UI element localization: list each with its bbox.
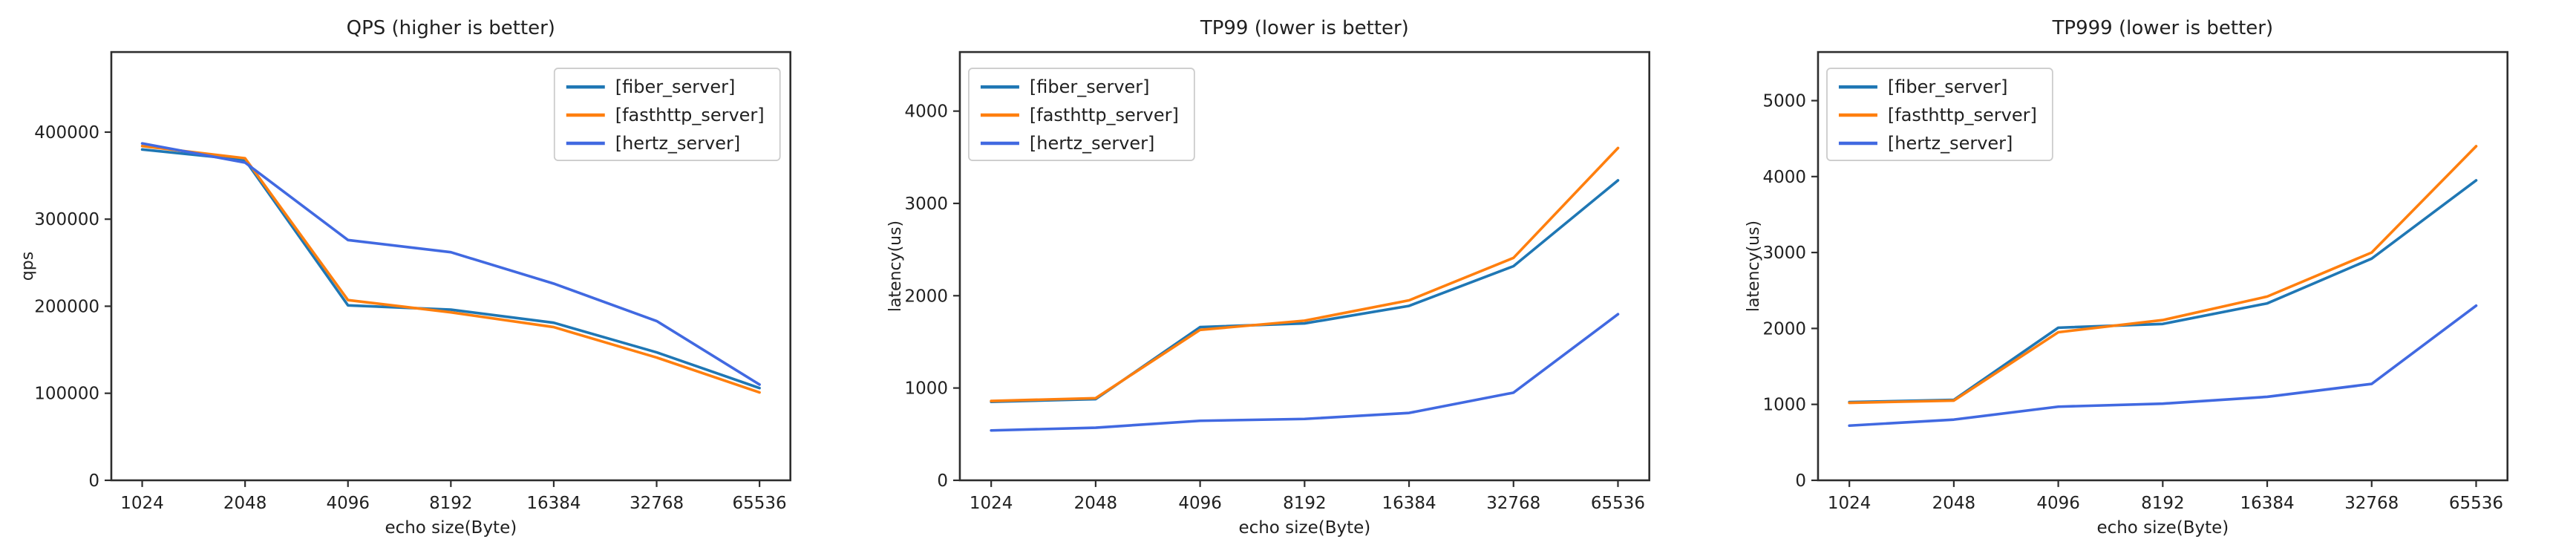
legend-label: [hertz_server] [615, 133, 740, 154]
x-tick-label: 32768 [630, 494, 684, 513]
chart-canvas-qps: QPS (higher is better) 0 100000 200000 30000… [19, 17, 791, 538]
x-axis-label: echo size(Byte) [385, 518, 517, 538]
x-tick-label: 16384 [2240, 494, 2295, 513]
legend-label: [fasthttp_server] [1888, 105, 2037, 125]
y-tick-label: 2000 [1763, 319, 1807, 339]
y-axis-label: latency(us) [886, 221, 905, 312]
y-tick-label: 0 [937, 471, 948, 491]
x-tick-label: 4096 [2037, 494, 2081, 513]
series-line-fasthttp_server [990, 146, 1619, 402]
plot-border [1817, 50, 2509, 482]
y-tick-label: 200000 [34, 297, 99, 316]
legend-label: [fasthttp_server] [615, 105, 765, 125]
y-axis: 0 1000 2000 3000 4000 5000 [1763, 92, 1819, 491]
y-tick-label: 3000 [1763, 244, 1807, 263]
y-axis-label: qps [19, 252, 37, 281]
x-tick-label: 1024 [1828, 494, 1871, 513]
series-line-hertz_server [990, 313, 1619, 432]
y-tick-label: 1000 [904, 379, 948, 399]
legend: [fiber_server] [fasthttp_server] [hertz_se… [967, 68, 1195, 161]
x-tick-label: 65536 [733, 494, 787, 513]
series-line-fasthttp_server [1848, 145, 2478, 405]
x-axis-label: echo size(Byte) [1238, 518, 1370, 538]
legend-label: [fiber_server] [1888, 76, 2008, 97]
legend-label: [hertz_server] [1888, 133, 2013, 154]
chart-canvas-tp999: TP999 (lower is better) 0 1000 2000 3000 4000… [1745, 17, 2509, 538]
legend: [fiber_server] [fasthttp_server] [hertz_se… [553, 68, 781, 161]
y-axis-label: latency(us) [1745, 221, 1763, 312]
y-tick-label: 300000 [34, 210, 99, 229]
y-tick-label: 5000 [1763, 92, 1807, 111]
series-line-hertz_server [1848, 304, 2478, 428]
chart-canvas-tp99: TP99 (lower is better) 0 1000 2000 3000 4000 1… [886, 17, 1650, 538]
x-tick-label: 65536 [2449, 494, 2503, 513]
chart-title: TP999 (lower is better) [2052, 17, 2274, 39]
x-axis-label: echo size(Byte) [2097, 518, 2229, 538]
x-axis: 1024 2048 4096 8192 16384 32768 65536 [970, 480, 1645, 513]
legend-label: [fasthttp_server] [1030, 105, 1179, 125]
x-tick-label: 32768 [2345, 494, 2399, 513]
series-line-hertz_server [140, 142, 761, 386]
x-tick-label: 8192 [429, 494, 473, 513]
legend-frame [1826, 68, 2054, 161]
y-tick-label: 1000 [1763, 396, 1807, 415]
legend-frame [553, 68, 781, 161]
x-axis: 1024 2048 4096 8192 16384 32768 65536 [1828, 480, 2503, 513]
series-line-fiber_server [1848, 179, 2478, 404]
x-tick-label: 1024 [120, 494, 164, 513]
x-tick-label: 2048 [1073, 494, 1117, 513]
series-line-fiber_server [140, 148, 761, 390]
plot-border [958, 50, 1650, 482]
x-tick-label: 8192 [2141, 494, 2185, 513]
chart-qps: QPS (higher is better) 0 100000 200000 30000… [0, 0, 859, 542]
series-line-fasthttp_server [140, 144, 761, 394]
y-tick-label: 4000 [1763, 168, 1807, 187]
chart-title: TP99 (lower is better) [1200, 17, 1409, 39]
y-tick-label: 0 [1796, 471, 1807, 491]
y-tick-label: 100000 [34, 385, 99, 404]
legend: [fiber_server] [fasthttp_server] [hertz_se… [1826, 68, 2054, 161]
x-tick-label: 8192 [1283, 494, 1327, 513]
y-axis: 0 1000 2000 3000 4000 [904, 102, 960, 491]
chart-tp99: TP99 (lower is better) 0 1000 2000 3000 4000 1… [859, 0, 1718, 542]
x-tick-label: 4096 [326, 494, 370, 513]
x-tick-label: 65536 [1591, 494, 1645, 513]
y-tick-label: 3000 [904, 195, 948, 214]
y-tick-label: 2000 [904, 287, 948, 306]
chart-title: QPS (higher is better) [347, 17, 555, 39]
y-axis: 0 100000 200000 300000 400000 [34, 123, 111, 491]
x-axis: 1024 2048 4096 8192 16384 32768 65536 [120, 480, 787, 513]
x-tick-label: 16384 [1382, 494, 1436, 513]
x-tick-label: 32768 [1486, 494, 1540, 513]
x-tick-label: 4096 [1178, 494, 1222, 513]
x-tick-label: 2048 [223, 494, 267, 513]
x-tick-label: 16384 [526, 494, 581, 513]
y-tick-label: 400000 [34, 123, 99, 143]
legend-label: [hertz_server] [1030, 133, 1154, 154]
chart-tp999: TP999 (lower is better) 0 1000 2000 3000 4000… [1717, 0, 2576, 542]
y-tick-label: 0 [88, 471, 99, 491]
series-line-fiber_server [990, 179, 1619, 404]
legend-label: [fiber_server] [1030, 76, 1150, 97]
legend-label: [fiber_server] [615, 76, 736, 97]
y-tick-label: 4000 [904, 102, 948, 122]
x-tick-label: 2048 [1932, 494, 1976, 513]
plot-border [110, 50, 791, 482]
legend-frame [967, 68, 1195, 161]
x-tick-label: 1024 [970, 494, 1013, 513]
